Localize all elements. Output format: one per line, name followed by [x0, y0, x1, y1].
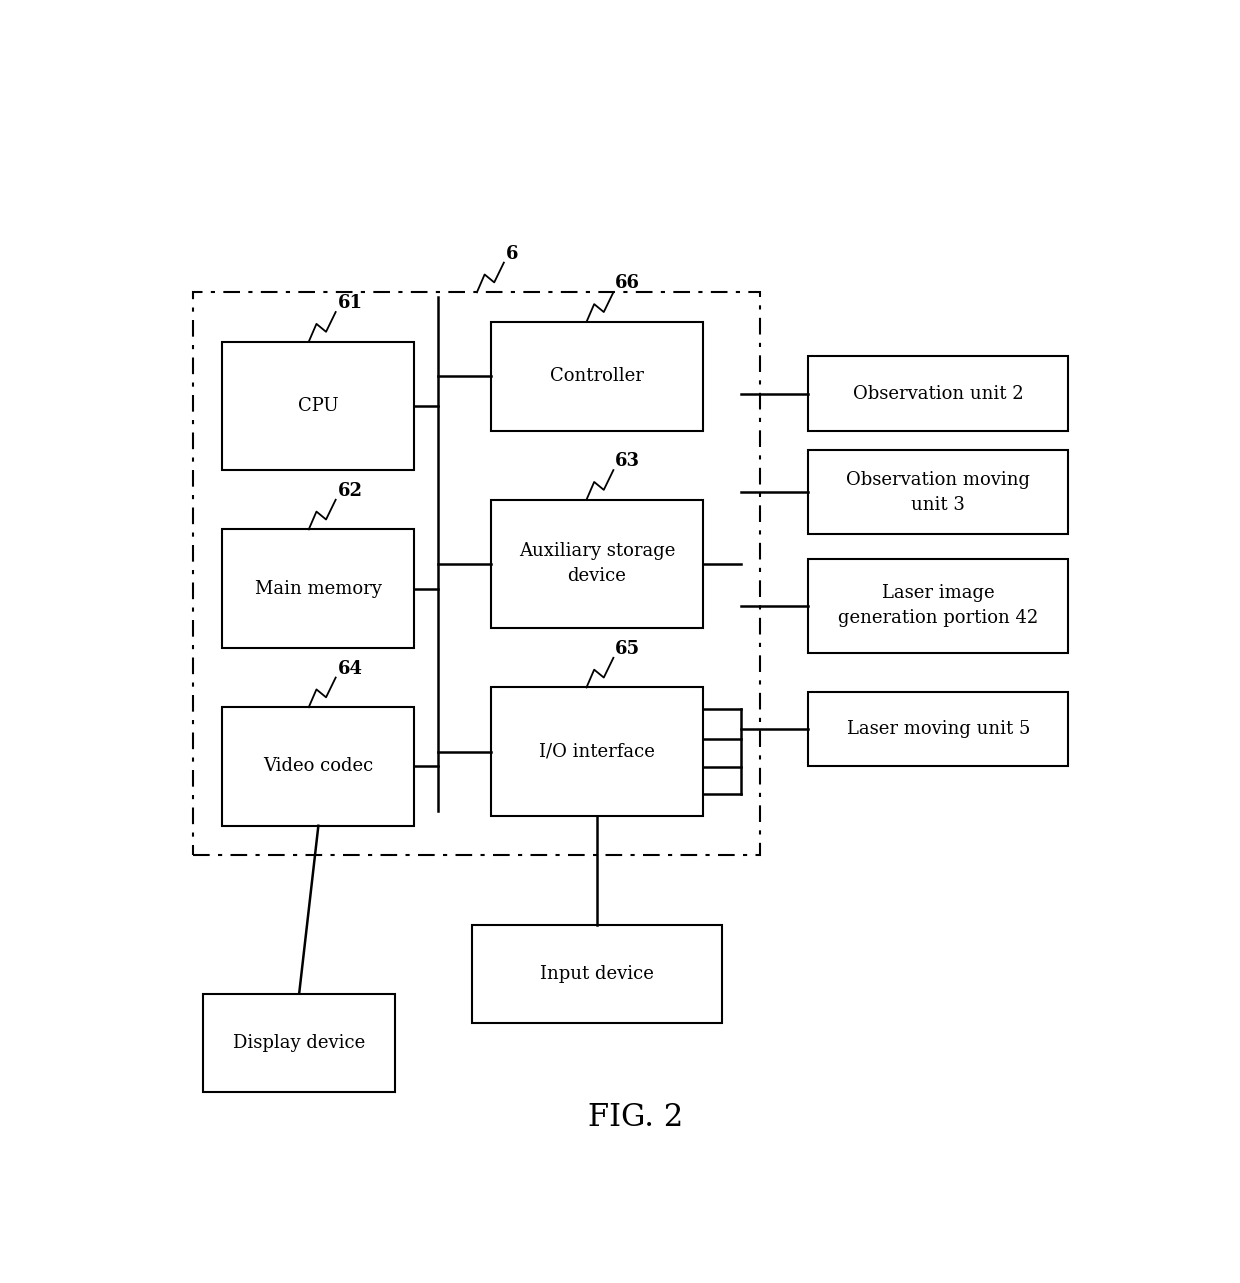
Text: Laser moving unit 5: Laser moving unit 5 — [847, 721, 1030, 739]
Text: Video codec: Video codec — [263, 757, 373, 775]
Text: Observation unit 2: Observation unit 2 — [853, 385, 1023, 403]
Text: 63: 63 — [615, 452, 640, 470]
Text: 61: 61 — [337, 294, 362, 312]
Text: Controller: Controller — [551, 367, 644, 385]
Text: CPU: CPU — [298, 396, 339, 414]
FancyBboxPatch shape — [222, 707, 414, 826]
FancyBboxPatch shape — [472, 925, 722, 1024]
Text: 66: 66 — [615, 275, 640, 293]
FancyBboxPatch shape — [203, 993, 396, 1093]
FancyBboxPatch shape — [808, 559, 1068, 653]
FancyBboxPatch shape — [222, 530, 414, 648]
Text: 6: 6 — [506, 245, 518, 263]
Text: Main memory: Main memory — [255, 580, 382, 598]
FancyBboxPatch shape — [808, 693, 1068, 766]
Text: 65: 65 — [615, 640, 640, 658]
FancyBboxPatch shape — [222, 341, 414, 470]
Text: I/O interface: I/O interface — [539, 743, 655, 761]
Text: Input device: Input device — [541, 965, 653, 983]
FancyBboxPatch shape — [491, 500, 703, 629]
Text: FIG. 2: FIG. 2 — [588, 1102, 683, 1133]
FancyBboxPatch shape — [808, 450, 1068, 534]
FancyBboxPatch shape — [808, 357, 1068, 431]
Text: Display device: Display device — [233, 1034, 366, 1052]
Text: Observation moving
unit 3: Observation moving unit 3 — [846, 471, 1030, 513]
Text: Laser image
generation portion 42: Laser image generation portion 42 — [838, 585, 1038, 627]
Text: Auxiliary storage
device: Auxiliary storage device — [518, 543, 676, 585]
FancyBboxPatch shape — [491, 322, 703, 431]
Text: 62: 62 — [337, 481, 362, 500]
FancyBboxPatch shape — [491, 688, 703, 816]
Text: 64: 64 — [337, 659, 362, 677]
